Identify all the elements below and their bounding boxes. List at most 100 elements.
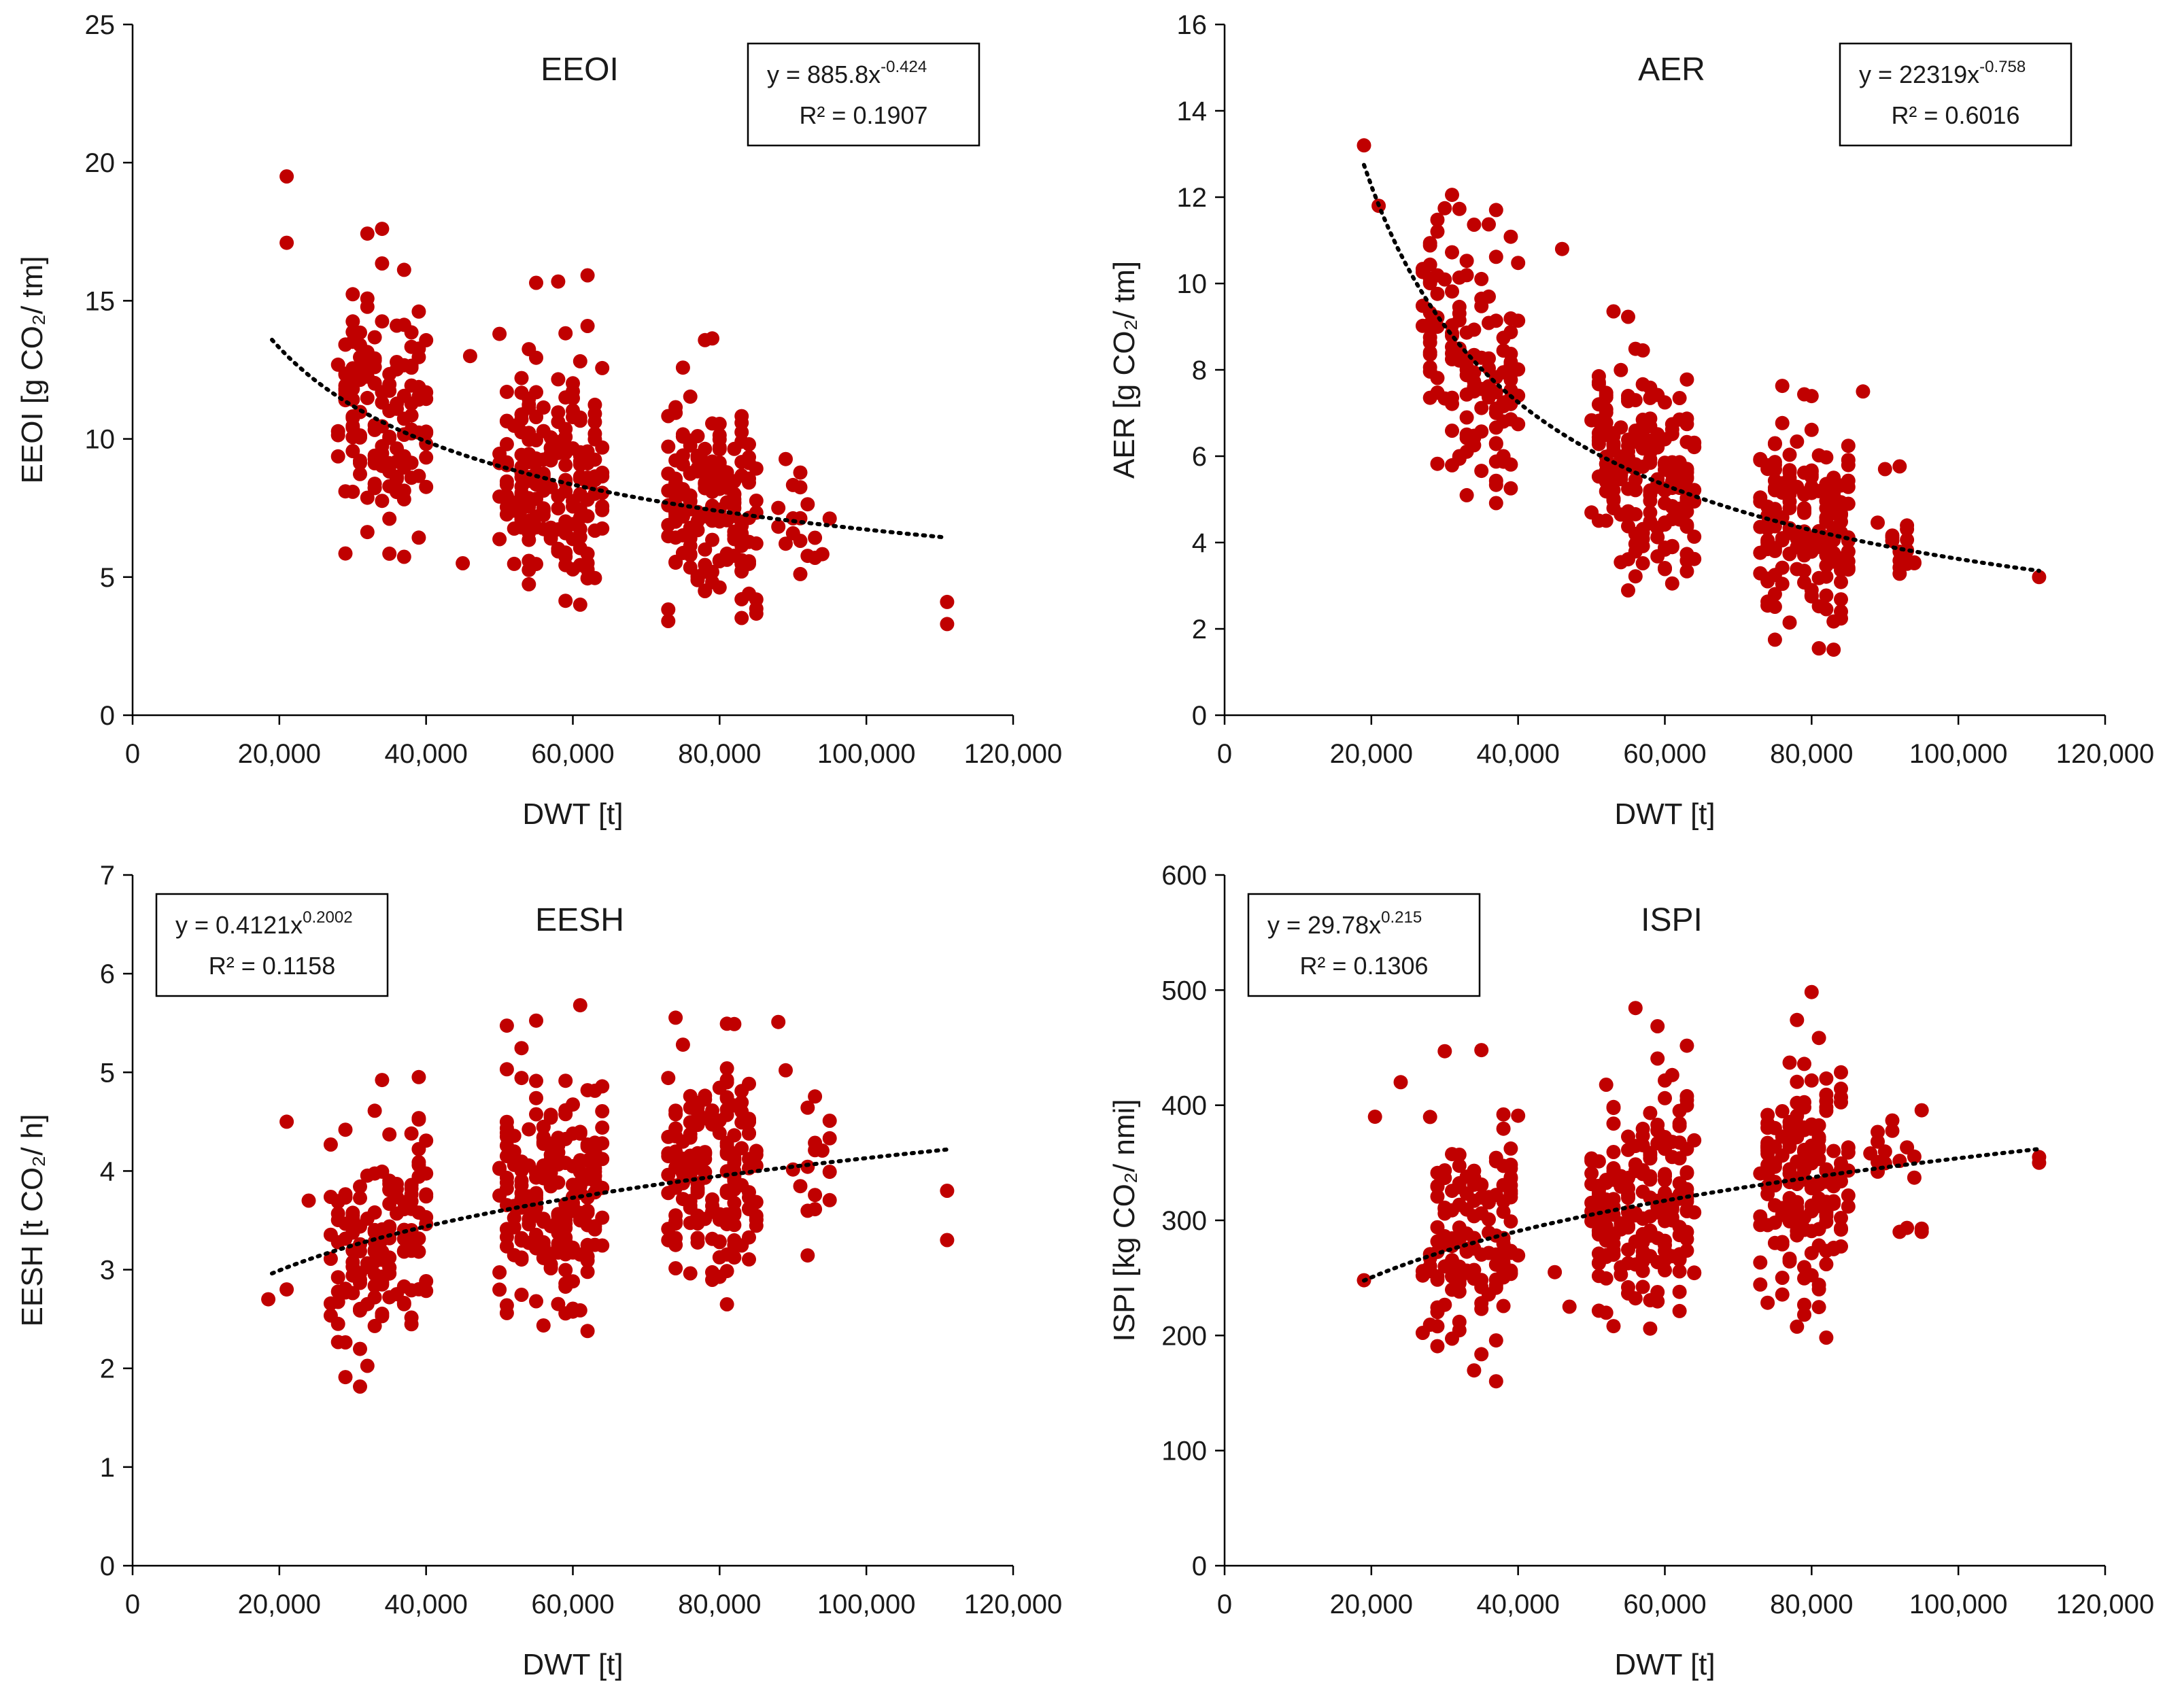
trendline-equation: y = 0.4121x0.2002 xyxy=(175,908,353,939)
data-point xyxy=(742,1126,756,1140)
data-point xyxy=(1511,417,1526,432)
data-point xyxy=(1811,536,1826,551)
data-point xyxy=(595,360,610,375)
y-tick-label: 2 xyxy=(1192,615,1207,645)
data-point xyxy=(566,1304,580,1319)
data-point xyxy=(734,1238,749,1253)
equation-exponent: 0.215 xyxy=(1381,908,1422,927)
equation-box-border xyxy=(1247,893,1481,997)
data-point xyxy=(719,1016,734,1031)
data-point xyxy=(1488,436,1503,451)
data-point xyxy=(1658,456,1672,470)
data-point xyxy=(742,1252,756,1267)
data-point xyxy=(1437,1044,1452,1059)
data-point xyxy=(1496,1121,1511,1136)
y-tick-label: 15 xyxy=(85,286,116,316)
data-point xyxy=(1834,1156,1848,1171)
data-point xyxy=(367,1205,382,1220)
data-point xyxy=(338,1187,353,1202)
data-point xyxy=(573,457,587,472)
chart-title: AER xyxy=(1638,52,1705,88)
data-point xyxy=(1811,641,1826,655)
data-point xyxy=(558,1220,573,1235)
data-point xyxy=(1790,1200,1805,1215)
data-point xyxy=(822,1165,837,1180)
x-tick-label: 120,000 xyxy=(2056,739,2155,769)
data-point xyxy=(375,256,390,271)
x-tick-label: 20,000 xyxy=(238,1590,321,1619)
data-point xyxy=(1635,1129,1650,1144)
data-point xyxy=(1599,388,1614,402)
data-point xyxy=(456,556,471,570)
data-point xyxy=(330,428,345,443)
data-point xyxy=(1790,1074,1805,1089)
data-point xyxy=(1753,1277,1768,1292)
data-point xyxy=(661,614,676,628)
data-point xyxy=(558,1279,573,1294)
data-point xyxy=(353,1301,367,1316)
data-point xyxy=(1643,445,1658,460)
data-point xyxy=(1635,460,1650,474)
data-point xyxy=(390,318,404,333)
x-tick-label: 60,000 xyxy=(531,739,614,769)
data-point xyxy=(1811,1238,1826,1253)
data-point xyxy=(1606,1243,1621,1258)
data-point xyxy=(543,523,558,538)
data-point xyxy=(345,1286,360,1301)
data-point xyxy=(1797,504,1811,519)
data-point xyxy=(683,547,698,562)
chart-title: ISPI xyxy=(1641,902,1703,938)
data-point xyxy=(1658,1169,1672,1184)
data-point xyxy=(543,1148,558,1163)
data-point xyxy=(1790,1012,1805,1027)
x-axis-label: DWT [t] xyxy=(1614,797,1715,831)
equation-box: y = 885.8x-0.424 R² = 0.1907 xyxy=(747,42,980,147)
data-point xyxy=(1621,1129,1635,1144)
data-point xyxy=(1430,1189,1445,1204)
data-point xyxy=(411,1205,426,1220)
data-point xyxy=(375,494,390,509)
data-point xyxy=(1900,532,1915,547)
data-point xyxy=(1871,1134,1885,1149)
data-point xyxy=(1474,1279,1489,1294)
trendline xyxy=(270,337,949,540)
data-point xyxy=(396,388,411,403)
data-point xyxy=(668,488,683,503)
data-point xyxy=(514,502,529,517)
data-point xyxy=(1635,343,1650,358)
data-point xyxy=(595,1120,610,1135)
data-point xyxy=(551,372,566,387)
data-point xyxy=(396,483,411,498)
data-point xyxy=(1467,218,1482,232)
data-point xyxy=(698,461,713,476)
equation-box: y = 22319x-0.758 R² = 0.6016 xyxy=(1839,42,2072,147)
data-point xyxy=(1841,458,1856,472)
data-point xyxy=(499,1149,514,1163)
trendline xyxy=(1362,162,2041,573)
data-point xyxy=(1482,361,1496,376)
data-point xyxy=(367,1244,382,1259)
data-point xyxy=(382,1127,397,1142)
data-point xyxy=(1430,1305,1445,1320)
x-axis-label: DWT [t] xyxy=(1614,1648,1715,1681)
data-point xyxy=(800,497,815,512)
data-point xyxy=(536,1239,551,1254)
data-point xyxy=(1811,599,1826,614)
data-point xyxy=(742,437,756,451)
y-tick-label: 4 xyxy=(100,1156,115,1186)
data-point xyxy=(360,1358,375,1373)
data-point xyxy=(1892,1224,1907,1239)
data-point xyxy=(675,427,690,442)
data-point xyxy=(1834,1222,1848,1237)
x-tick-label: 20,000 xyxy=(238,739,321,769)
data-point xyxy=(499,1222,514,1237)
equation-base: y = 22319x xyxy=(1859,61,1979,88)
data-point xyxy=(1775,1237,1790,1252)
data-point xyxy=(338,546,353,561)
data-point xyxy=(580,1265,595,1279)
data-point xyxy=(382,366,397,381)
data-point xyxy=(1422,1318,1437,1332)
data-point xyxy=(661,466,676,481)
data-point xyxy=(705,1204,719,1219)
data-point xyxy=(1422,390,1437,405)
